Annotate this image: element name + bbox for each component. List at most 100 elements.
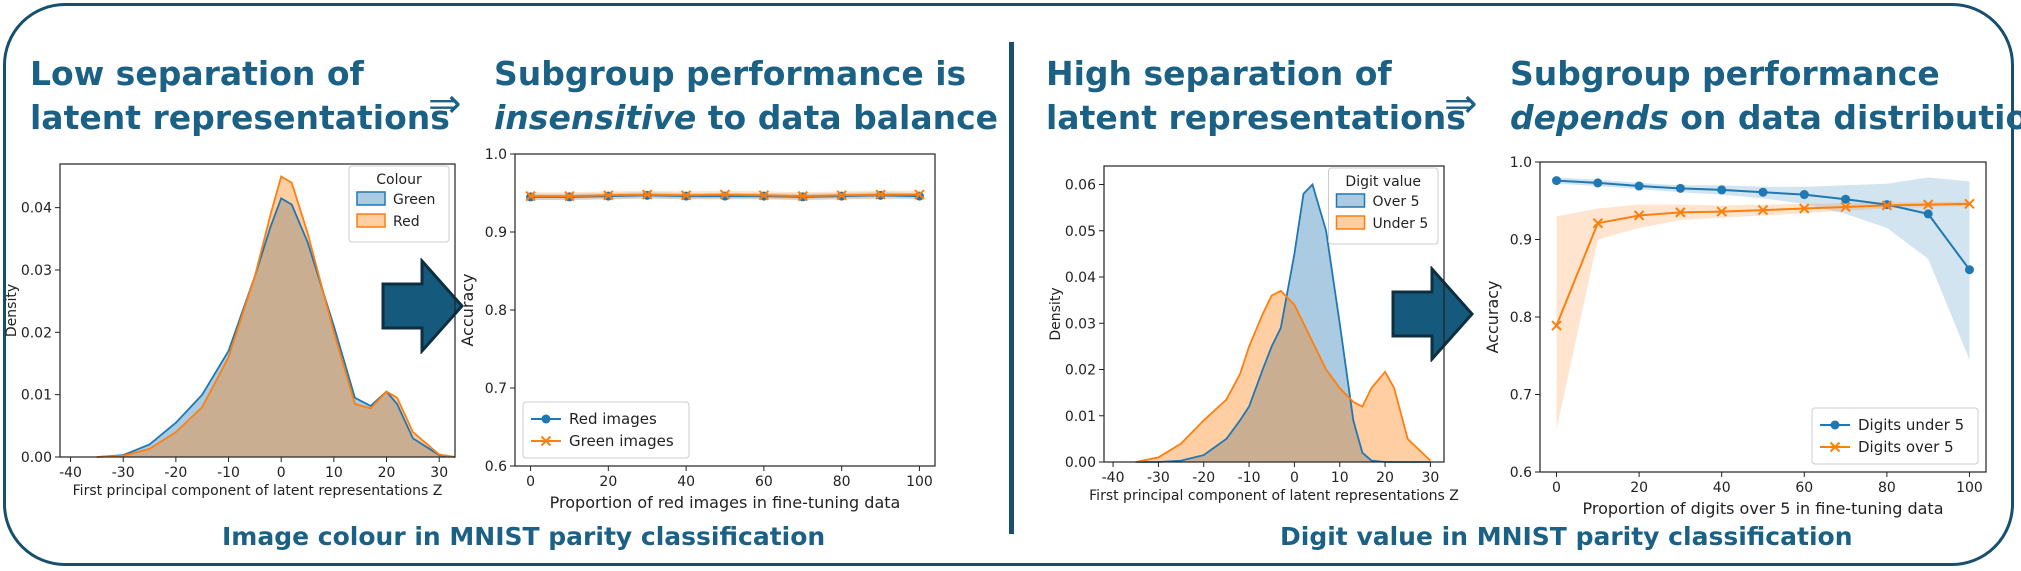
x-tick-label: 100 <box>906 474 933 490</box>
x-tick-label: -30 <box>112 465 135 481</box>
legend-box <box>1328 167 1439 245</box>
legend-label-1: Green images <box>569 432 674 450</box>
y-tick-label: 0.7 <box>1510 388 1532 404</box>
data-point-1-2 <box>603 190 614 201</box>
x-tick-label: 100 <box>1956 480 1983 496</box>
y-tick-label: 0.02 <box>21 325 52 341</box>
density-area-red <box>96 176 455 457</box>
right-headline-2: Subgroup performance depends on data dis… <box>1510 52 2021 140</box>
chart-density-colour: -40 -30 -20 -10 0 10 20 30 0.00 0.01 0.02 0.03 0.04 F… <box>4 163 456 499</box>
legend-marker-0 <box>1830 420 1840 430</box>
x-tick-label: 40 <box>1713 480 1731 496</box>
data-point-0-5 <box>720 191 730 201</box>
x-tick-label: 0 <box>1290 470 1299 486</box>
data-point-0-4 <box>1717 185 1727 195</box>
left-headline-2-emphasis: insensitive <box>494 98 697 137</box>
data-point-0-0 <box>1552 176 1562 186</box>
data-point-1-5 <box>719 189 731 200</box>
legend-swatch-0 <box>1335 193 1366 208</box>
x-tick-label: 30 <box>430 465 448 481</box>
density-area-under-5 <box>1135 290 1431 462</box>
data-point-0-7 <box>1841 194 1851 204</box>
y-tick-label: 0.05 <box>1065 224 1096 240</box>
legend-label-0: Over 5 <box>1373 194 1420 210</box>
legend-title: Colour <box>376 172 422 188</box>
x-tick-label: 10 <box>1331 470 1349 486</box>
y-axis-label: Accuracy <box>1483 280 1502 353</box>
x-tick-label: 10 <box>325 465 343 481</box>
right-headline-1-line1: High separation of <box>1046 54 1392 93</box>
x-tick-label: 0 <box>526 474 535 490</box>
x-tick-label: -40 <box>59 465 82 481</box>
legend-box <box>348 165 450 243</box>
legend-title: Digit value <box>1345 174 1421 190</box>
data-point-1-1 <box>1592 218 1604 229</box>
density-area-over-5 <box>1135 184 1431 462</box>
y-tick-label: 0.03 <box>1065 316 1096 332</box>
legend-label-1: Red <box>393 214 420 230</box>
legend: Red images Green images <box>522 401 690 459</box>
big-arrow-icon-right <box>1391 266 1475 362</box>
plot-frame <box>1103 165 1445 463</box>
data-point-1-2 <box>1633 210 1645 221</box>
x-tick-label: 40 <box>677 474 695 490</box>
legend: Digits under 5 Digits over 5 <box>1811 407 1979 465</box>
y-tick-label: 0.7 <box>485 381 507 397</box>
data-point-1-3 <box>1675 207 1686 218</box>
data-point-1-0 <box>525 190 536 202</box>
x-axis-label: First principal component of latent repr… <box>73 483 443 499</box>
legend-label-0: Green <box>393 192 435 208</box>
density-line-over-5 <box>1135 182 1431 463</box>
legend-box <box>1811 407 1979 465</box>
plot-frame <box>59 163 456 458</box>
left-headline-1-line1: Low separation of <box>30 54 364 93</box>
data-point-1-5 <box>1757 204 1769 216</box>
x-tick-label: -30 <box>1147 470 1170 486</box>
y-tick-label: 0.6 <box>485 459 507 475</box>
data-point-0-2 <box>1634 181 1644 191</box>
legend-label-0: Red images <box>569 410 657 428</box>
x-tick-label: -40 <box>1102 470 1125 486</box>
panel-divider <box>1009 42 1014 534</box>
x-tick-label: 20 <box>599 474 617 490</box>
data-point-0-1 <box>1593 178 1603 188</box>
y-tick-label: 0.00 <box>1065 455 1096 471</box>
x-tick-label: 60 <box>1795 480 1813 496</box>
legend-label-1: Digits over 5 <box>1858 438 1954 456</box>
x-tick-label: -20 <box>164 465 187 481</box>
y-tick-label: 0.9 <box>485 225 507 241</box>
legend-marker-1 <box>1829 441 1841 453</box>
legend-marker-0 <box>541 414 551 424</box>
legend-label-0: Digits under 5 <box>1858 416 1964 434</box>
legend-box <box>522 401 690 459</box>
data-point-0-6 <box>1799 190 1809 200</box>
y-tick-label: 1.0 <box>1510 155 1532 171</box>
x-axis-label: First principal component of latent repr… <box>1089 488 1459 504</box>
x-tick-label: -10 <box>217 465 240 481</box>
data-point-0-10 <box>914 191 924 201</box>
left-headline-2-line1: Subgroup performance is <box>494 54 967 93</box>
figure-frame <box>3 3 2014 566</box>
implies-arrow-right: ⇒ <box>1444 81 1478 127</box>
y-tick-label: 0.8 <box>1510 310 1532 326</box>
x-axis-label: Proportion of digits over 5 in fine-tuni… <box>1582 499 1943 518</box>
y-tick-label: 0.04 <box>21 201 52 217</box>
data-point-0-10 <box>1964 265 1974 275</box>
data-point-1-8 <box>1881 200 1893 211</box>
y-tick-label: 0.6 <box>1510 465 1532 481</box>
right-headline-2-emphasis: depends <box>1510 98 1669 137</box>
legend-swatch-1 <box>1335 215 1366 230</box>
density-line-red <box>96 175 456 458</box>
x-tick-label: 80 <box>1878 480 1896 496</box>
legend: Colour Green Red <box>348 165 450 243</box>
y-tick-label: 0.06 <box>1065 178 1096 194</box>
x-tick-label: 20 <box>1630 480 1648 496</box>
y-tick-label: 1.0 <box>485 147 507 163</box>
data-point-1-10 <box>1964 198 1975 210</box>
y-tick-label: 0.01 <box>21 388 52 404</box>
data-point-1-7 <box>797 190 808 202</box>
density-area-green <box>96 198 455 458</box>
right-caption: Digit value in MNIST parity classificati… <box>1280 522 1853 551</box>
x-tick-label: 0 <box>1552 480 1561 496</box>
left-headline-2: Subgroup performance is insensitive to d… <box>494 52 998 140</box>
